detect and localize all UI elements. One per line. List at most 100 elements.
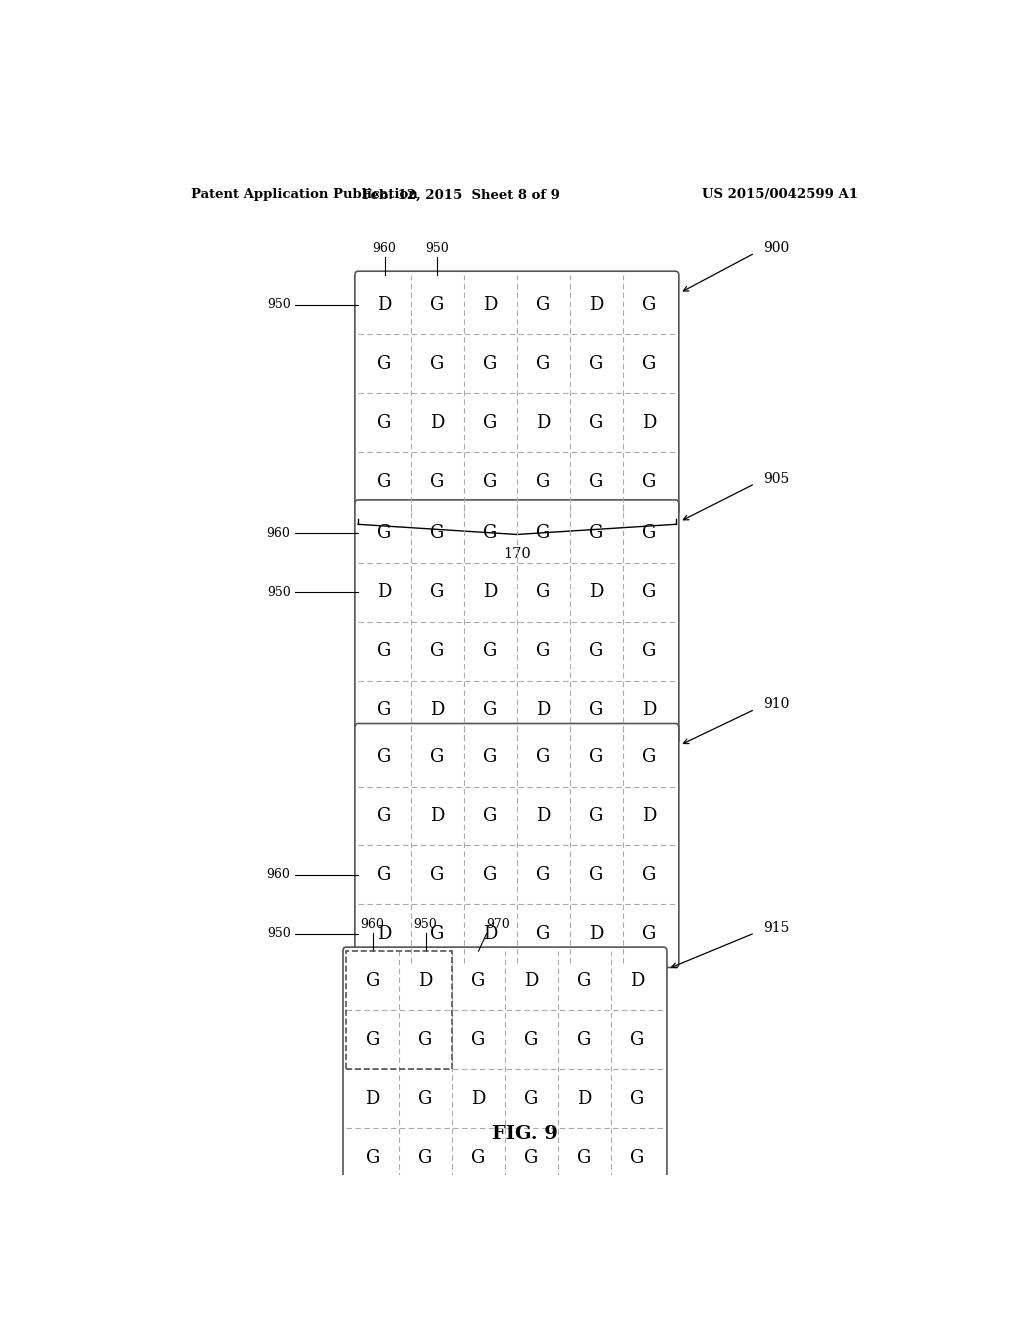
Text: G: G (430, 748, 444, 766)
Text: G: G (589, 866, 603, 884)
Text: G: G (589, 413, 603, 432)
Text: G: G (378, 748, 391, 766)
FancyBboxPatch shape (355, 500, 679, 744)
Text: Patent Application Publication: Patent Application Publication (191, 189, 418, 202)
Text: 950: 950 (414, 917, 437, 931)
Text: 170: 170 (503, 546, 530, 561)
FancyBboxPatch shape (355, 271, 679, 515)
Text: 960: 960 (266, 527, 291, 540)
Text: G: G (642, 866, 656, 884)
Text: 910: 910 (763, 697, 790, 711)
Text: G: G (483, 701, 498, 719)
Text: D: D (642, 413, 656, 432)
Text: G: G (378, 524, 391, 543)
Text: G: G (589, 355, 603, 372)
Text: G: G (378, 413, 391, 432)
Text: D: D (483, 296, 498, 314)
Text: G: G (430, 524, 444, 543)
Text: Feb. 12, 2015  Sheet 8 of 9: Feb. 12, 2015 Sheet 8 of 9 (362, 189, 560, 202)
Text: G: G (524, 1089, 539, 1107)
Text: D: D (537, 413, 551, 432)
Text: 950: 950 (426, 242, 450, 255)
Text: G: G (483, 748, 498, 766)
Text: G: G (537, 524, 551, 543)
Text: G: G (524, 1148, 539, 1167)
Text: G: G (537, 643, 551, 660)
Text: G: G (537, 925, 551, 942)
Text: G: G (589, 807, 603, 825)
Text: G: G (430, 583, 444, 602)
Text: G: G (419, 1031, 433, 1048)
Text: G: G (366, 972, 380, 990)
FancyBboxPatch shape (355, 723, 679, 968)
Text: D: D (578, 1089, 592, 1107)
Text: G: G (642, 473, 656, 491)
Text: G: G (483, 807, 498, 825)
Text: G: G (537, 583, 551, 602)
Text: G: G (642, 296, 656, 314)
Text: G: G (419, 1089, 433, 1107)
Text: D: D (642, 701, 656, 719)
Text: D: D (630, 972, 644, 990)
Text: G: G (589, 473, 603, 491)
Text: 900: 900 (763, 240, 790, 255)
Text: D: D (366, 1089, 380, 1107)
Text: G: G (471, 1148, 485, 1167)
Text: G: G (483, 524, 498, 543)
Text: G: G (378, 473, 391, 491)
Text: G: G (483, 866, 498, 884)
Text: 960: 960 (373, 242, 396, 255)
Text: G: G (430, 296, 444, 314)
Text: G: G (589, 524, 603, 543)
Text: G: G (537, 473, 551, 491)
Text: G: G (378, 866, 391, 884)
Text: D: D (537, 807, 551, 825)
Text: 915: 915 (763, 921, 790, 935)
Text: D: D (377, 583, 392, 602)
Text: G: G (483, 355, 498, 372)
Text: G: G (430, 473, 444, 491)
Text: G: G (430, 866, 444, 884)
Text: G: G (366, 1031, 380, 1048)
Text: G: G (630, 1031, 644, 1048)
Text: D: D (377, 296, 392, 314)
Text: G: G (430, 925, 444, 942)
Text: G: G (537, 866, 551, 884)
Text: G: G (589, 643, 603, 660)
Text: D: D (589, 925, 603, 942)
Text: G: G (430, 643, 444, 660)
Text: 950: 950 (267, 586, 291, 599)
Text: 950: 950 (267, 298, 291, 312)
Text: G: G (419, 1148, 433, 1167)
Text: G: G (642, 524, 656, 543)
Text: G: G (483, 473, 498, 491)
Text: G: G (483, 413, 498, 432)
Text: G: G (642, 925, 656, 942)
Text: G: G (578, 1031, 592, 1048)
Text: FIG. 9: FIG. 9 (492, 1125, 558, 1143)
Text: G: G (630, 1089, 644, 1107)
Text: 970: 970 (486, 917, 510, 931)
Text: G: G (430, 355, 444, 372)
Text: G: G (483, 643, 498, 660)
Text: G: G (642, 355, 656, 372)
Text: D: D (483, 583, 498, 602)
Text: G: G (578, 972, 592, 990)
Text: D: D (430, 701, 444, 719)
Text: D: D (642, 807, 656, 825)
Text: G: G (589, 748, 603, 766)
Text: G: G (378, 701, 391, 719)
Text: D: D (419, 972, 433, 990)
Text: 960: 960 (266, 869, 291, 882)
Text: 905: 905 (763, 471, 790, 486)
Text: G: G (537, 355, 551, 372)
FancyBboxPatch shape (343, 948, 667, 1191)
Text: G: G (378, 355, 391, 372)
Text: G: G (537, 296, 551, 314)
Text: D: D (589, 296, 603, 314)
Text: D: D (524, 972, 539, 990)
Text: G: G (471, 972, 485, 990)
Text: G: G (471, 1031, 485, 1048)
Text: D: D (377, 925, 392, 942)
Text: G: G (642, 748, 656, 766)
